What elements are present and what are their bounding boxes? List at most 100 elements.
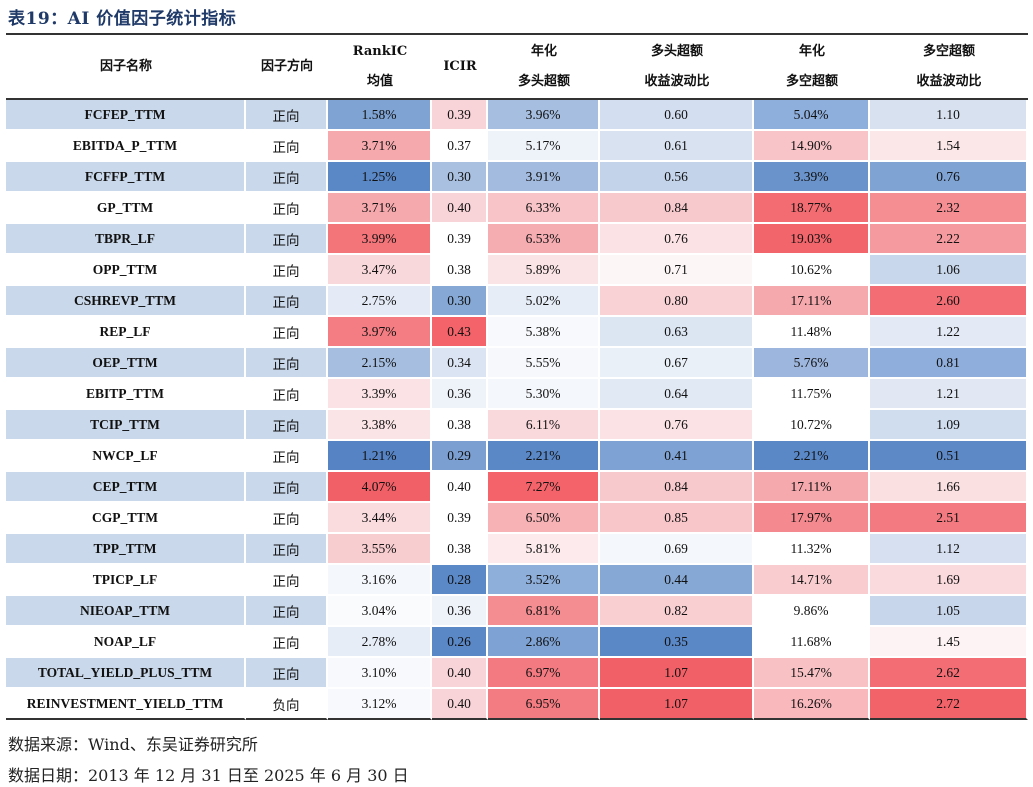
rankic-cell: 3.10% <box>328 658 432 689</box>
ls-ratio-cell: 1.45 <box>870 627 1028 658</box>
direction-cell: 正向 <box>246 193 328 224</box>
factor-name-cell: TCIP_TTM <box>6 410 246 441</box>
ls-ann-cell: 2.21% <box>754 441 870 472</box>
ls-ratio-cell: 1.22 <box>870 317 1028 348</box>
icir-cell: 0.43 <box>432 317 488 348</box>
factor-name-cell: TOTAL_YIELD_PLUS_TTM <box>6 658 246 689</box>
long-ann-cell: 6.50% <box>488 503 600 534</box>
ls-ratio-cell: 2.22 <box>870 224 1028 255</box>
long-ratio-cell: 0.82 <box>600 596 754 627</box>
header-long-ratio: 多头超额 收益波动比 <box>600 36 754 100</box>
direction-cell: 正向 <box>246 472 328 503</box>
rankic-cell: 3.12% <box>328 689 432 720</box>
table-row: TPICP_LF 正向 3.16% 0.28 3.52% 0.44 14.71% 1.69 <box>6 565 1028 596</box>
factor-name-cell: CGP_TTM <box>6 503 246 534</box>
table-row: CEP_TTM 正向 4.07% 0.40 7.27% 0.84 17.11% 1.66 <box>6 472 1028 503</box>
table-row: OEP_TTM 正向 2.15% 0.34 5.55% 0.67 5.76% 0.81 <box>6 348 1028 379</box>
long-ann-cell: 6.33% <box>488 193 600 224</box>
ls-ratio-cell: 1.10 <box>870 100 1028 131</box>
header-ls-annual: 年化 多空超额 <box>754 36 870 100</box>
rankic-cell: 3.04% <box>328 596 432 627</box>
ls-ann-cell: 15.47% <box>754 658 870 689</box>
icir-cell: 0.29 <box>432 441 488 472</box>
ls-ann-cell: 17.11% <box>754 286 870 317</box>
icir-cell: 0.40 <box>432 689 488 720</box>
long-ann-cell: 6.81% <box>488 596 600 627</box>
table-row: NOAP_LF 正向 2.78% 0.26 2.86% 0.35 11.68% 1.45 <box>6 627 1028 658</box>
rankic-cell: 3.38% <box>328 410 432 441</box>
icir-cell: 0.40 <box>432 193 488 224</box>
ls-ann-cell: 14.71% <box>754 565 870 596</box>
ls-ratio-cell: 1.09 <box>870 410 1028 441</box>
rankic-cell: 3.47% <box>328 255 432 286</box>
header-long-annual: 年化 多头超额 <box>488 36 600 100</box>
direction-cell: 正向 <box>246 224 328 255</box>
header-ls-ratio: 多空超额 收益波动比 <box>870 36 1028 100</box>
factor-stats-table: 因子名称 因子方向 RankIC 均值 ICIR 年化 多头超额 多头超额 收益波动比… <box>6 36 1028 720</box>
long-ratio-cell: 0.61 <box>600 131 754 162</box>
direction-cell: 正向 <box>246 379 328 410</box>
direction-cell: 正向 <box>246 658 328 689</box>
long-ann-cell: 5.30% <box>488 379 600 410</box>
long-ann-cell: 7.27% <box>488 472 600 503</box>
icir-cell: 0.40 <box>432 472 488 503</box>
ls-ann-cell: 17.97% <box>754 503 870 534</box>
long-ratio-cell: 0.67 <box>600 348 754 379</box>
long-ratio-cell: 0.85 <box>600 503 754 534</box>
long-ann-cell: 6.53% <box>488 224 600 255</box>
table-row: NWCP_LF 正向 1.21% 0.29 2.21% 0.41 2.21% 0.51 <box>6 441 1028 472</box>
table-row: GP_TTM 正向 3.71% 0.40 6.33% 0.84 18.77% 2.32 <box>6 193 1028 224</box>
header-row: 因子名称 因子方向 RankIC 均值 ICIR 年化 多头超额 多头超额 收益波动比… <box>6 36 1028 100</box>
long-ann-cell: 5.17% <box>488 131 600 162</box>
factor-name-cell: CEP_TTM <box>6 472 246 503</box>
long-ann-cell: 2.21% <box>488 441 600 472</box>
ls-ann-cell: 5.04% <box>754 100 870 131</box>
source-note: 数据来源：Wind、东吴证券研究所 <box>8 735 258 754</box>
long-ann-cell: 3.96% <box>488 100 600 131</box>
rankic-cell: 3.71% <box>328 131 432 162</box>
icir-cell: 0.34 <box>432 348 488 379</box>
direction-cell: 正向 <box>246 627 328 658</box>
ls-ratio-cell: 0.76 <box>870 162 1028 193</box>
factor-name-cell: REINVESTMENT_YIELD_TTM <box>6 689 246 720</box>
ls-ann-cell: 10.72% <box>754 410 870 441</box>
long-ratio-cell: 0.71 <box>600 255 754 286</box>
icir-cell: 0.38 <box>432 255 488 286</box>
top-rule <box>6 33 1028 35</box>
icir-cell: 0.39 <box>432 503 488 534</box>
ls-ann-cell: 11.32% <box>754 534 870 565</box>
ls-ratio-cell: 2.60 <box>870 286 1028 317</box>
icir-cell: 0.36 <box>432 379 488 410</box>
long-ratio-cell: 0.84 <box>600 472 754 503</box>
direction-cell: 正向 <box>246 286 328 317</box>
long-ratio-cell: 0.35 <box>600 627 754 658</box>
rankic-cell: 3.71% <box>328 193 432 224</box>
long-ann-cell: 6.11% <box>488 410 600 441</box>
long-ratio-cell: 0.60 <box>600 100 754 131</box>
direction-cell: 正向 <box>246 410 328 441</box>
long-ann-cell: 3.52% <box>488 565 600 596</box>
ls-ratio-cell: 1.21 <box>870 379 1028 410</box>
factor-name-cell: GP_TTM <box>6 193 246 224</box>
header-icir: ICIR <box>432 36 488 100</box>
table-row: TOTAL_YIELD_PLUS_TTM 正向 3.10% 0.40 6.97% 1.07… <box>6 658 1028 689</box>
table-title: 表19：AI 价值因子统计指标 <box>8 9 237 29</box>
factor-name-cell: TBPR_LF <box>6 224 246 255</box>
direction-cell: 正向 <box>246 441 328 472</box>
long-ratio-cell: 1.07 <box>600 658 754 689</box>
date-note: 数据日期：2013 年 12 月 31 日至 2025 年 6 月 30 日 <box>8 766 409 785</box>
table-row: OPP_TTM 正向 3.47% 0.38 5.89% 0.71 10.62% 1.06 <box>6 255 1028 286</box>
long-ann-cell: 5.38% <box>488 317 600 348</box>
ls-ratio-cell: 1.54 <box>870 131 1028 162</box>
direction-cell: 正向 <box>246 596 328 627</box>
factor-name-cell: FCFEP_TTM <box>6 100 246 131</box>
header-direction: 因子方向 <box>246 36 328 100</box>
factor-name-cell: TPICP_LF <box>6 565 246 596</box>
rankic-cell: 3.99% <box>328 224 432 255</box>
long-ann-cell: 5.02% <box>488 286 600 317</box>
ls-ratio-cell: 1.66 <box>870 472 1028 503</box>
long-ratio-cell: 0.41 <box>600 441 754 472</box>
factor-name-cell: EBITDA_P_TTM <box>6 131 246 162</box>
long-ratio-cell: 0.69 <box>600 534 754 565</box>
ls-ratio-cell: 1.05 <box>870 596 1028 627</box>
